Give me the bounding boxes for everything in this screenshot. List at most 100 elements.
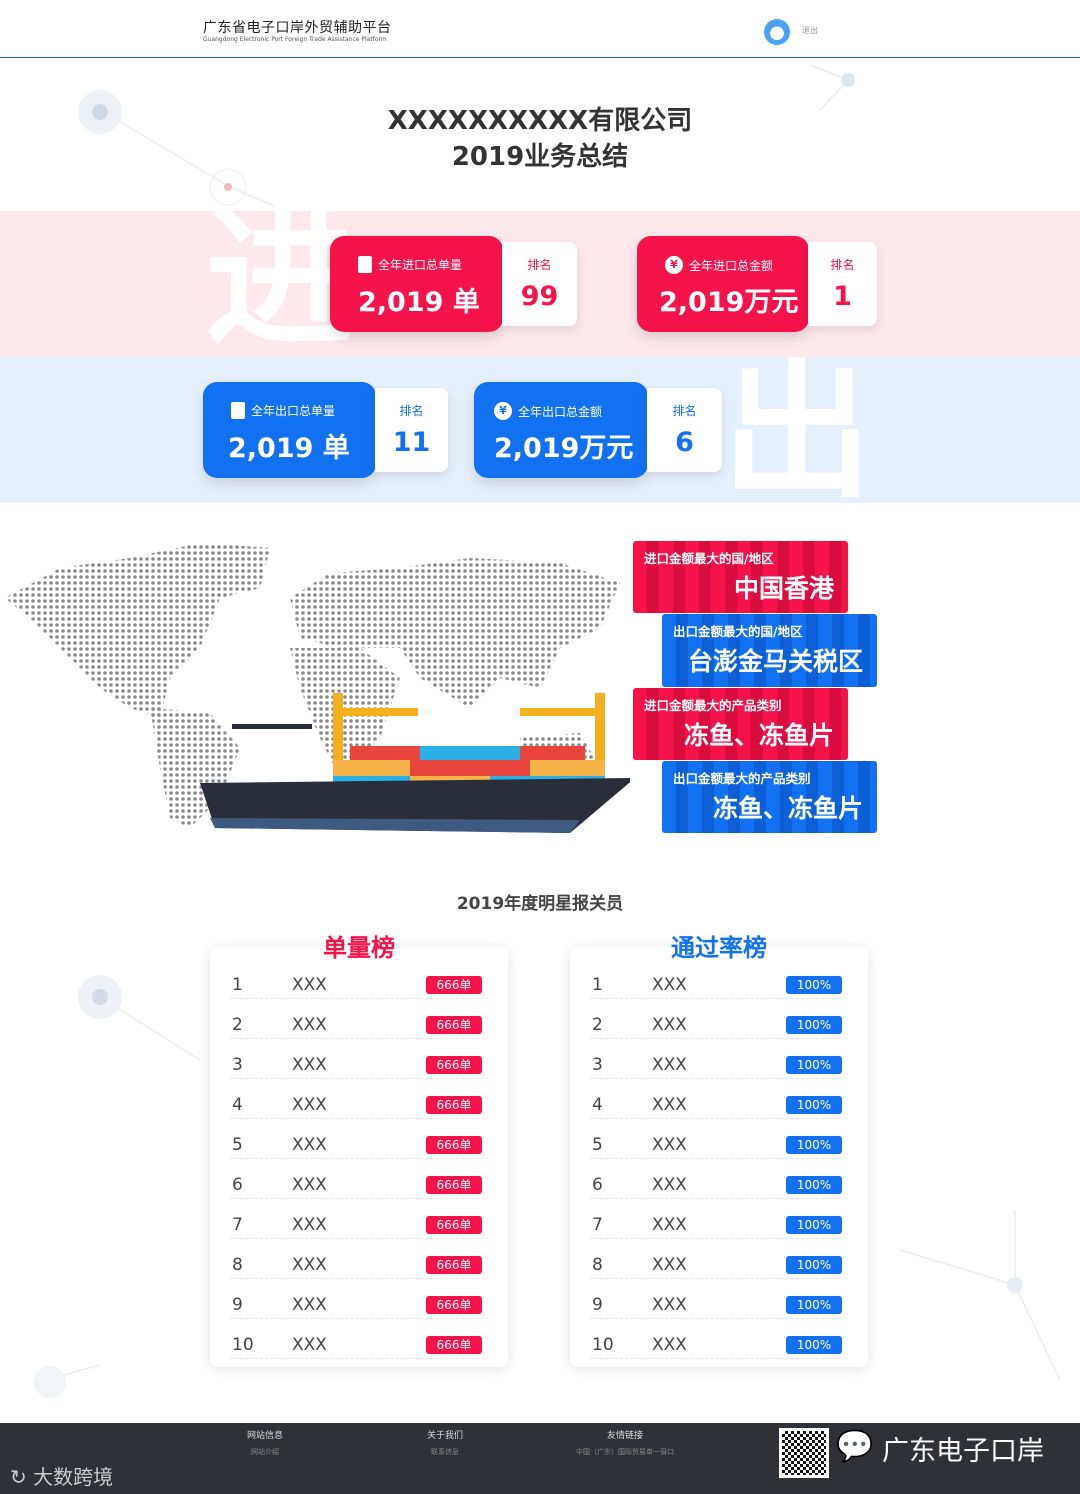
rank-value: 11 — [392, 427, 431, 458]
row-rank: 8 — [592, 1255, 603, 1275]
import-count-card: 全年进口总单量 2,019 单 — [330, 236, 503, 332]
footer-link[interactable]: 联系信息 — [431, 1448, 459, 1456]
footer-link[interactable]: 网站介绍 — [251, 1448, 279, 1456]
card-value: 2,019万元 — [494, 433, 634, 464]
row-name: XXX — [652, 1055, 687, 1075]
rank-value: 1 — [833, 281, 852, 312]
export-char: 出 — [722, 357, 873, 503]
import-top-product: 进口金额最大的产品类别 冻鱼、冻鱼片 — [633, 688, 848, 760]
row-rank: 3 — [232, 1055, 243, 1075]
row-badge: 100% — [786, 1216, 842, 1234]
row-rank: 7 — [232, 1215, 243, 1235]
card-label: 全年出口总金额 — [518, 404, 603, 419]
row-badge: 666单 — [426, 1096, 482, 1114]
document-icon — [231, 402, 245, 419]
header: 广东省电子口岸外贸辅助平台 Guangdong Electronic Port … — [0, 0, 1080, 58]
pass-rate-leaderboard: 1 XXX 100% 2 XXX 100% 3 XXX 100% 4 XXX 100% 5 XXX 100%… — [570, 947, 868, 1367]
rank-value: 99 — [520, 281, 559, 312]
watermark-text: 大数跨境 — [33, 1465, 114, 1489]
star-section-title: 2019年度明星报关员 — [456, 894, 624, 914]
stat-label: 出口金额最大的产品类别 — [673, 771, 811, 786]
leaderboard-row: 1 XXX 666单 — [230, 959, 484, 999]
row-name: XXX — [292, 1055, 327, 1075]
row-name: XXX — [292, 1015, 327, 1035]
card-label: 全年出口总单量 — [251, 404, 336, 418]
row-rank: 10 — [232, 1335, 254, 1355]
leaderboard-row: 3 XXX 100% — [590, 1039, 844, 1079]
row-rank: 2 — [592, 1015, 603, 1035]
row-badge: 666单 — [426, 1176, 482, 1194]
company-title: XXXXXXXXXX有限公司 — [387, 106, 693, 136]
export-top-product: 出口金额最大的产品类别冻鱼、冻鱼片 — [662, 761, 877, 833]
rank-label: 排名 — [830, 258, 855, 272]
import-amount-rank: 排名 1 — [808, 242, 877, 326]
row-badge: 100% — [786, 1096, 842, 1114]
row-badge: 666单 — [426, 1136, 482, 1154]
footer-link[interactable]: 中国（广东）国际贸易单一窗口 — [576, 1448, 674, 1456]
card-value: 2,019 单 — [358, 287, 480, 318]
watermark-logo: ↻ 大数跨境 — [10, 1465, 114, 1489]
row-name: XXX — [652, 1135, 687, 1155]
row-rank: 9 — [232, 1295, 243, 1315]
stat-label: 进口金额最大的国/地区 — [644, 551, 774, 566]
footer: 网站信息 网站介绍 关于我们 联系信息 友情链接 中国（广东）国际贸易单一窗口 💬 广… — [0, 1423, 1080, 1494]
leaderboard-row: 6 XXX 100% — [590, 1159, 844, 1199]
row-rank: 5 — [592, 1135, 603, 1155]
row-badge: 100% — [786, 1256, 842, 1274]
leaderboard-row: 4 XXX 666单 — [230, 1079, 484, 1119]
row-rank: 9 — [592, 1295, 603, 1315]
row-name: XXX — [652, 1175, 687, 1195]
export-count-rank: 排名 11 — [375, 388, 448, 472]
wechat-icon: 💬 — [836, 1429, 874, 1464]
avatar[interactable] — [764, 19, 790, 45]
row-name: XXX — [652, 1215, 687, 1235]
row-rank: 8 — [232, 1255, 243, 1275]
card-value: 2,019万元 — [659, 287, 799, 318]
stat-value: 台澎金马关税区 — [687, 647, 863, 676]
card-label: 全年进口总金额 — [689, 258, 774, 273]
rank-label: 排名 — [399, 404, 424, 418]
world-map-ship-illustration — [5, 543, 630, 833]
leaderboard-row: 9 XXX 666单 — [230, 1279, 484, 1319]
import-top-region: 进口金额最大的国/地区 中国香港 — [633, 541, 848, 613]
export-amount-rank: 排名 6 — [647, 388, 722, 472]
row-rank: 4 — [232, 1095, 243, 1115]
row-badge: 666单 — [426, 1056, 482, 1074]
leaderboard-row: 7 XXX 100% — [590, 1199, 844, 1239]
row-name: XXX — [652, 975, 687, 995]
leaderboard-row: 10 XXX 666单 — [230, 1319, 484, 1359]
row-rank: 7 — [592, 1215, 603, 1235]
pass-rate-leaderboard-heading: 通过率榜 — [671, 934, 767, 962]
leaderboard-row: 9 XXX 100% — [590, 1279, 844, 1319]
row-name: XXX — [652, 1295, 687, 1315]
row-badge: 100% — [786, 976, 842, 994]
row-badge: 666单 — [426, 1216, 482, 1234]
report-title: 2019业务总结 — [451, 142, 629, 172]
rank-label: 排名 — [527, 258, 552, 272]
row-badge: 100% — [786, 1136, 842, 1154]
row-rank: 3 — [592, 1055, 603, 1075]
logout-link[interactable]: 退出 — [802, 26, 818, 35]
row-name: XXX — [292, 1215, 327, 1235]
footer-col-about: 关于我们 联系信息 — [410, 1428, 480, 1457]
row-badge: 100% — [786, 1016, 842, 1034]
card-label: 全年进口总单量 — [378, 258, 463, 272]
row-badge: 666单 — [426, 1336, 482, 1354]
yen-icon: ¥ — [494, 402, 512, 420]
row-name: XXX — [652, 1255, 687, 1275]
document-icon — [358, 256, 372, 273]
stat-value: 冻鱼、冻鱼片 — [712, 794, 863, 823]
row-badge: 100% — [786, 1336, 842, 1354]
wechat-account-name: 广东电子口岸 — [882, 1436, 1044, 1467]
qr-code — [779, 1428, 829, 1478]
leaderboard-row: 5 XXX 100% — [590, 1119, 844, 1159]
row-badge: 100% — [786, 1296, 842, 1314]
leaderboard-row: 2 XXX 100% — [590, 999, 844, 1039]
row-badge: 666单 — [426, 1256, 482, 1274]
row-badge: 666单 — [426, 1296, 482, 1314]
row-name: XXX — [292, 1175, 327, 1195]
row-rank: 2 — [232, 1015, 243, 1035]
row-name: XXX — [292, 1255, 327, 1275]
row-badge: 666单 — [426, 976, 482, 994]
row-badge: 100% — [786, 1056, 842, 1074]
